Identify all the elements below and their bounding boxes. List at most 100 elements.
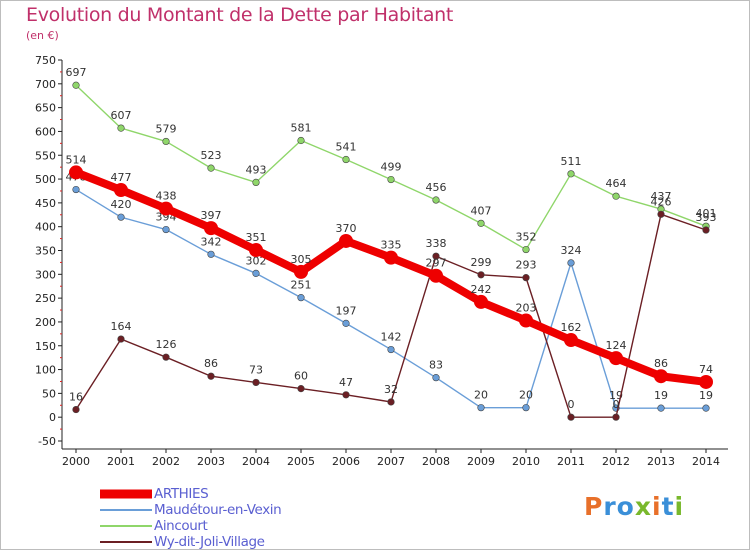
- data-point: [432, 196, 440, 204]
- y-tick-label: 150: [35, 340, 56, 353]
- legend-swatch-wy-dit-joli-village: [100, 541, 152, 543]
- data-point: [159, 201, 173, 216]
- x-tick-label: 2000: [62, 455, 90, 468]
- data-point: [114, 183, 128, 198]
- legend-item-maudetour: Maudétour-en-Vexin: [100, 502, 282, 518]
- y-tick-label: 600: [35, 125, 56, 138]
- data-label: 477: [111, 171, 132, 184]
- x-tick-label: 2001: [107, 455, 135, 468]
- data-point: [294, 264, 308, 279]
- data-point: [699, 374, 713, 389]
- brand-letter: i: [652, 492, 662, 521]
- legend-swatch-arthies: [100, 489, 152, 499]
- legend-label-arthies: ARTHIES: [154, 486, 209, 502]
- data-label: 351: [246, 231, 267, 244]
- data-point: [564, 333, 578, 348]
- y-tick-label: 0: [49, 411, 56, 424]
- data-label: 19: [699, 389, 713, 402]
- x-tick-label: 2008: [422, 455, 450, 468]
- x-tick-label: 2013: [647, 455, 675, 468]
- data-label: 464: [606, 177, 627, 190]
- brand-letter: P: [584, 492, 604, 521]
- data-label: 142: [381, 331, 402, 344]
- data-label: 242: [471, 283, 492, 296]
- data-point: [117, 335, 125, 343]
- data-point: [477, 404, 485, 412]
- data-label: 511: [561, 155, 582, 168]
- x-tick-label: 2014: [692, 455, 720, 468]
- data-label: 293: [516, 259, 537, 272]
- y-tick-label: 500: [35, 173, 56, 186]
- data-point: [162, 225, 170, 234]
- legend-label-maudetour: Maudétour-en-Vexin: [154, 502, 282, 518]
- legend-swatch-aincourt: [100, 525, 152, 527]
- data-label: 324: [561, 244, 582, 257]
- data-label: 493: [246, 163, 267, 176]
- data-point: [474, 294, 488, 309]
- data-label: 203: [516, 302, 537, 315]
- chart-subtitle: (en €): [26, 29, 59, 42]
- data-point: [387, 398, 395, 406]
- data-point: [297, 136, 305, 145]
- data-label: 335: [381, 239, 402, 252]
- brand-letter: r: [603, 492, 617, 521]
- data-label: 126: [156, 338, 177, 351]
- data-label: 697: [66, 66, 87, 79]
- data-point: [432, 374, 440, 382]
- y-tick-label: 400: [35, 221, 56, 234]
- x-tick-label: 2007: [377, 455, 405, 468]
- data-point: [609, 351, 623, 366]
- data-point: [342, 319, 350, 327]
- data-point: [522, 245, 530, 254]
- data-point: [207, 250, 215, 258]
- data-point: [387, 175, 395, 184]
- data-label: 164: [111, 320, 132, 333]
- data-point: [567, 170, 575, 178]
- x-tick-label: 2010: [512, 455, 540, 468]
- data-point: [657, 210, 665, 218]
- legend-swatch-maudetour: [100, 509, 152, 511]
- data-label: 16: [69, 391, 83, 404]
- legend-item-arthies: ARTHIES: [100, 486, 281, 502]
- data-label: 19: [654, 389, 668, 402]
- data-point: [252, 178, 260, 186]
- data-point: [342, 155, 350, 164]
- data-point: [384, 250, 398, 265]
- data-label: 437: [651, 190, 672, 203]
- data-point: [72, 81, 80, 89]
- data-label: 397: [201, 209, 222, 222]
- data-label: 581: [291, 121, 312, 134]
- y-tick-label: 750: [35, 54, 56, 67]
- data-label: 426: [651, 195, 672, 208]
- y-tick-label: 100: [35, 364, 56, 377]
- data-label: 73: [249, 363, 263, 376]
- data-label: 83: [429, 359, 443, 372]
- data-point: [477, 271, 485, 279]
- data-point: [252, 378, 260, 387]
- data-point: [207, 372, 215, 380]
- data-label: 0: [568, 398, 575, 411]
- data-label: 197: [336, 304, 357, 317]
- data-point: [69, 165, 83, 180]
- data-point: [204, 221, 218, 236]
- brand-letter: x: [634, 492, 652, 521]
- legend-item-wy-dit-joli-village: Wy-dit-Joli-Village: [100, 534, 281, 550]
- y-tick-label: 450: [35, 197, 56, 210]
- data-point: [387, 345, 395, 354]
- data-label: 47: [339, 376, 353, 389]
- data-point: [72, 185, 80, 194]
- data-point: [702, 404, 710, 412]
- proxiti-logo[interactable]: Proxiti: [584, 492, 684, 521]
- y-tick-label: 700: [35, 78, 56, 91]
- x-tick-label: 2002: [152, 455, 180, 468]
- x-tick-label: 2009: [467, 455, 495, 468]
- data-label: 393: [696, 211, 717, 224]
- brand-letter: i: [674, 492, 685, 521]
- data-label: 541: [336, 141, 357, 154]
- x-tick-label: 2011: [557, 455, 585, 468]
- data-label: 20: [519, 389, 533, 402]
- data-label: 456: [426, 181, 447, 194]
- data-point: [477, 219, 485, 227]
- x-tick-label: 2012: [602, 455, 630, 468]
